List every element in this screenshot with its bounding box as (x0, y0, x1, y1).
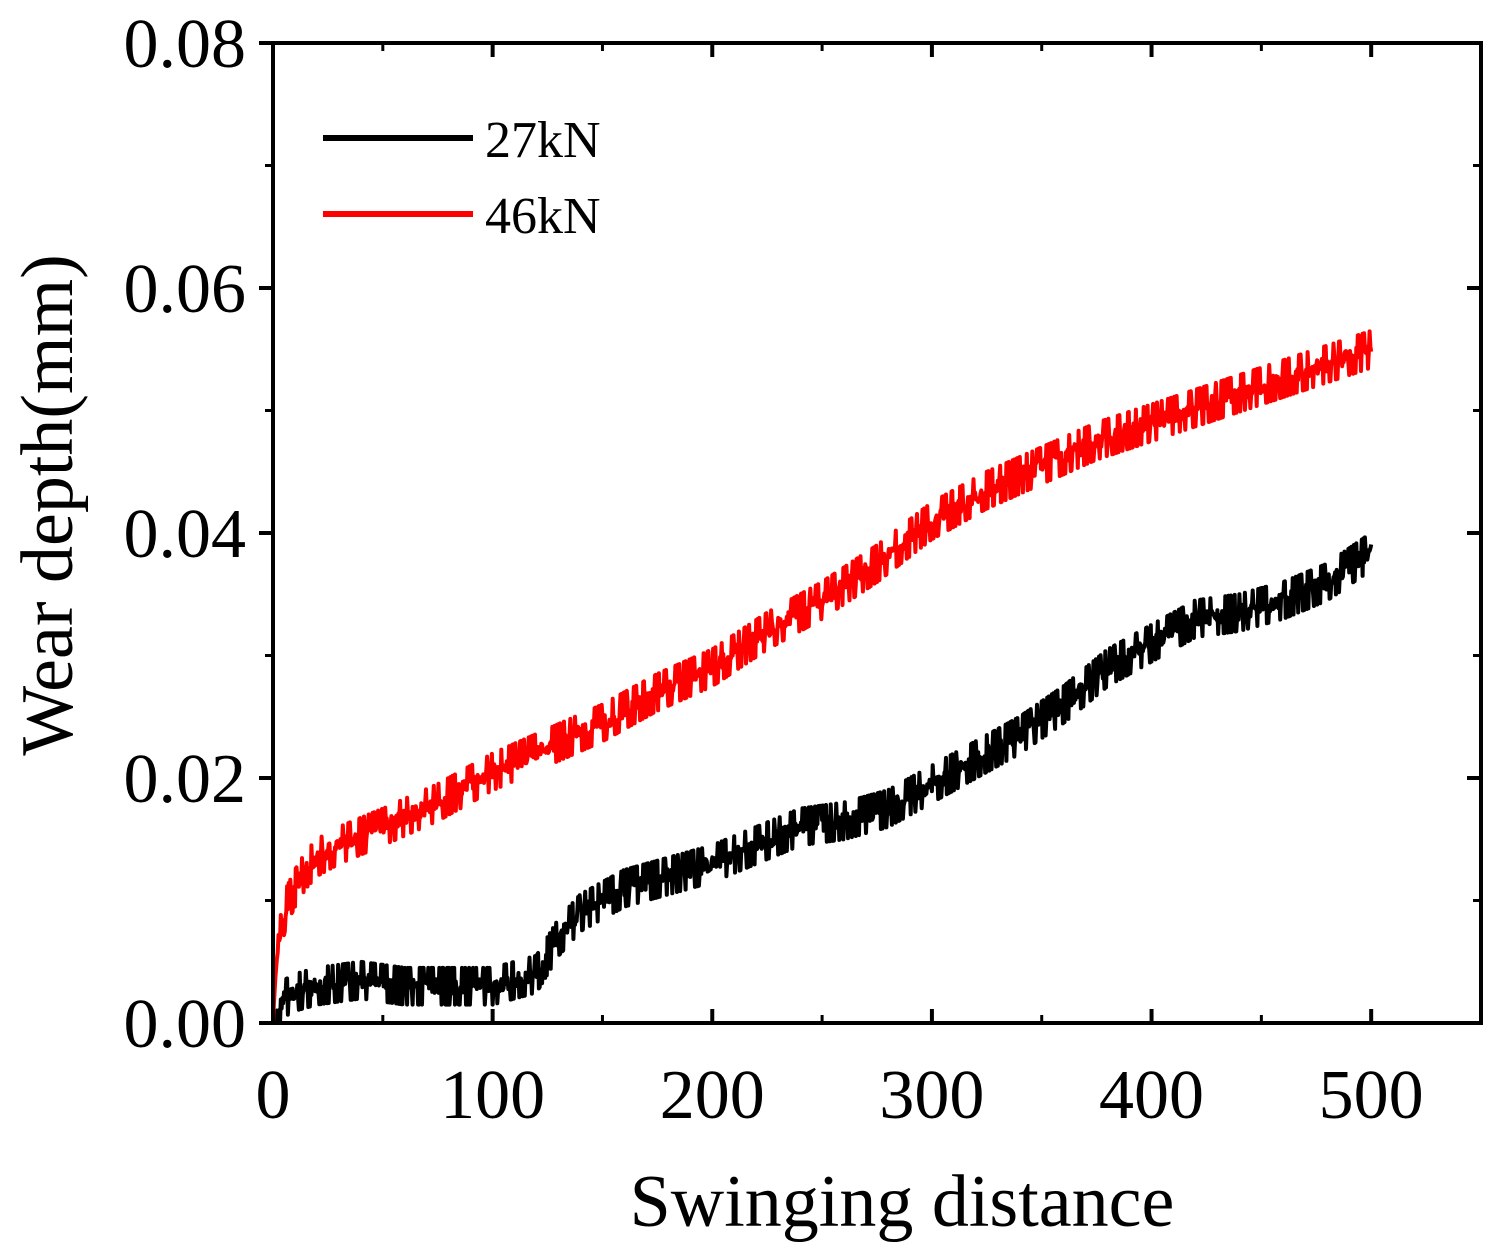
series-line-46kN (271, 329, 1374, 1024)
x-axis-title: Swinging distance (630, 1161, 1175, 1243)
ticks-layer: 0 100 200 300 400 500 0.00 0.02 0.04 0.06 0.08 (124, 6, 1481, 1134)
legend-label-46kN: 46kN (485, 188, 601, 245)
series-line-27kN (271, 535, 1374, 1024)
legend-label-27kN: 27kN (485, 112, 601, 169)
x-tick-label: 100 (440, 1057, 545, 1134)
x-tick-label: 200 (660, 1057, 765, 1134)
y-tick-label: 0.00 (124, 986, 247, 1063)
axes-layer (271, 41, 1483, 1025)
y-tick-label: 0.08 (124, 6, 247, 83)
x-tick-label: 400 (1099, 1057, 1204, 1134)
x-tick-label: 500 (1319, 1057, 1424, 1134)
y-tick-label: 0.06 (124, 251, 247, 328)
x-tick-label: 0 (256, 1057, 291, 1134)
y-tick-label: 0.04 (124, 496, 247, 573)
y-tick-label: 0.02 (124, 741, 247, 818)
series-layer (271, 329, 1374, 1024)
x-tick-label: 300 (879, 1057, 984, 1134)
y-axis-title: Wear depth(mm) (7, 254, 89, 756)
legend: 27kN 46kN (323, 112, 601, 245)
plot-frame (271, 41, 1483, 1025)
